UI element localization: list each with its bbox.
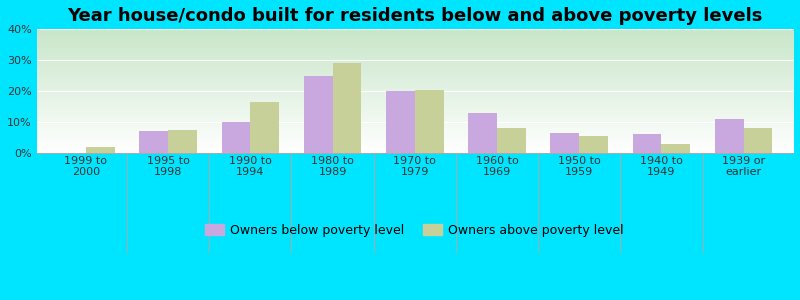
Bar <box>386 91 415 153</box>
Bar <box>86 147 114 153</box>
Bar <box>139 131 168 153</box>
Bar <box>222 122 250 153</box>
Bar <box>715 119 744 153</box>
Bar <box>250 102 279 153</box>
Bar <box>468 113 497 153</box>
Legend: Owners below poverty level, Owners above poverty level: Owners below poverty level, Owners above… <box>201 218 629 242</box>
Bar <box>744 128 773 153</box>
Bar <box>415 90 443 153</box>
Bar <box>168 130 197 153</box>
Bar <box>304 76 333 153</box>
Bar <box>550 133 579 153</box>
Bar <box>497 128 526 153</box>
Bar <box>662 144 690 153</box>
Bar <box>633 134 662 153</box>
Bar <box>333 63 362 153</box>
Bar <box>579 136 608 153</box>
Title: Year house/condo built for residents below and above poverty levels: Year house/condo built for residents bel… <box>67 7 762 25</box>
